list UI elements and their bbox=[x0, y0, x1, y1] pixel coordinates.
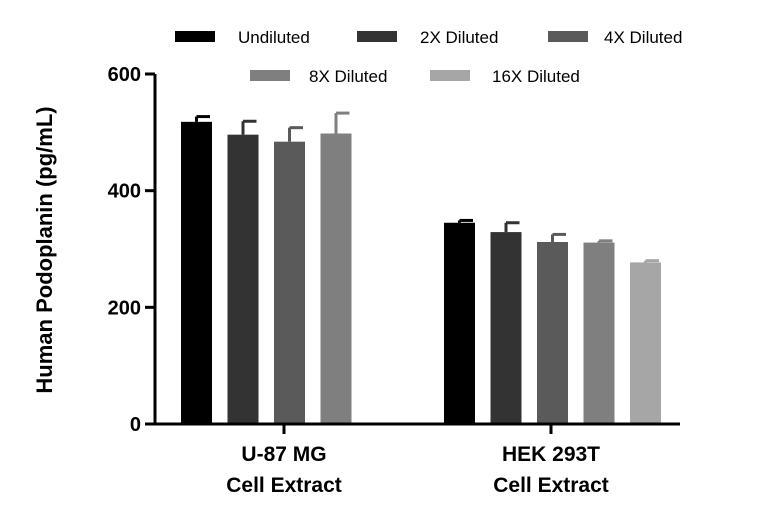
bar bbox=[274, 141, 305, 424]
y-tick-label: 0 bbox=[130, 414, 141, 436]
legend-swatch bbox=[357, 31, 397, 42]
bar bbox=[490, 232, 522, 424]
legend: Undiluted 2X Diluted 4X Diluted 8X Diluted 1… bbox=[175, 28, 682, 86]
y-tick-label: 400 bbox=[108, 181, 141, 203]
y-tick-label: 200 bbox=[108, 297, 141, 319]
bar bbox=[181, 121, 212, 424]
y-tick-label: 600 bbox=[108, 64, 141, 86]
bar bbox=[583, 242, 615, 424]
legend-swatch bbox=[548, 31, 588, 42]
plot-area bbox=[181, 111, 661, 424]
legend-label: Undiluted bbox=[238, 28, 310, 47]
legend-label: 2X Diluted bbox=[420, 28, 498, 47]
x-category-label: U-87 MG Cell Extract bbox=[226, 443, 342, 497]
legend-label: 16X Diluted bbox=[492, 67, 580, 86]
legend-swatch bbox=[430, 70, 470, 81]
x-category-label: HEK 293T Cell Extract bbox=[493, 443, 609, 497]
legend-swatch bbox=[250, 70, 290, 81]
bar bbox=[630, 262, 661, 424]
y-axis: 0 200 400 600 bbox=[108, 64, 157, 436]
bar bbox=[227, 134, 259, 424]
bar bbox=[444, 222, 475, 424]
legend-label: 4X Diluted bbox=[604, 28, 682, 47]
y-axis-label: Human Podoplanin (pg/mL) bbox=[32, 106, 57, 393]
bar bbox=[537, 242, 568, 424]
bar bbox=[320, 133, 352, 424]
x-axis: U-87 MG Cell Extract HEK 293T Cell Extract bbox=[155, 422, 680, 497]
legend-swatch bbox=[175, 31, 215, 42]
legend-label: 8X Diluted bbox=[309, 67, 387, 86]
